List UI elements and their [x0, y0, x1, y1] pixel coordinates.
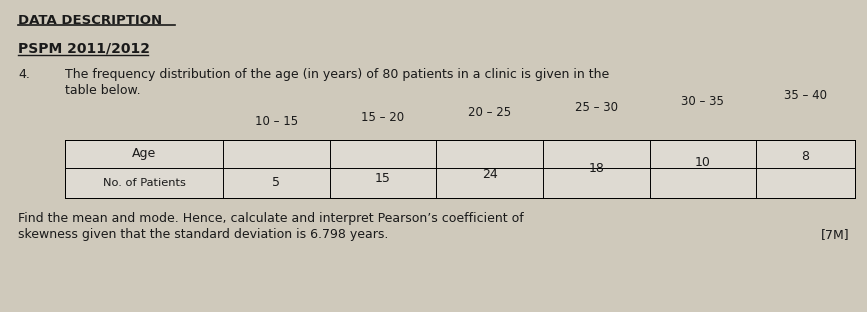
Text: [7M]: [7M]	[821, 228, 850, 241]
Bar	[65, 140, 855, 198]
Text: 10: 10	[695, 157, 711, 169]
Text: skewness given that the standard deviation is 6.798 years.: skewness given that the standard deviati…	[18, 228, 388, 241]
Text: 35 – 40: 35 – 40	[784, 89, 827, 102]
Text: 24: 24	[482, 168, 498, 181]
Text: 10 – 15: 10 – 15	[255, 115, 298, 128]
Text: 5: 5	[272, 177, 280, 189]
Text: 8: 8	[802, 150, 810, 163]
Text: 15 – 20: 15 – 20	[362, 111, 405, 124]
Text: 18: 18	[589, 163, 604, 175]
Text: 25 – 30: 25 – 30	[575, 101, 618, 114]
Text: Age: Age	[132, 148, 156, 160]
Text: Find the mean and mode. Hence, calculate and interpret Pearson’s coefficient of: Find the mean and mode. Hence, calculate…	[18, 212, 524, 225]
Text: The frequency distribution of the age (in years) of 80 patients in a clinic is g: The frequency distribution of the age (i…	[65, 68, 610, 81]
Text: 4.: 4.	[18, 68, 29, 81]
Text: DATA DESCRIPTION: DATA DESCRIPTION	[18, 14, 162, 27]
Text: No. of Patients: No. of Patients	[102, 178, 186, 188]
Text: 30 – 35: 30 – 35	[681, 95, 724, 108]
Text: table below.: table below.	[65, 84, 140, 97]
Text: 15: 15	[375, 173, 391, 186]
Text: PSPM 2011/2012: PSPM 2011/2012	[18, 42, 150, 56]
Text: 20 – 25: 20 – 25	[468, 106, 512, 119]
